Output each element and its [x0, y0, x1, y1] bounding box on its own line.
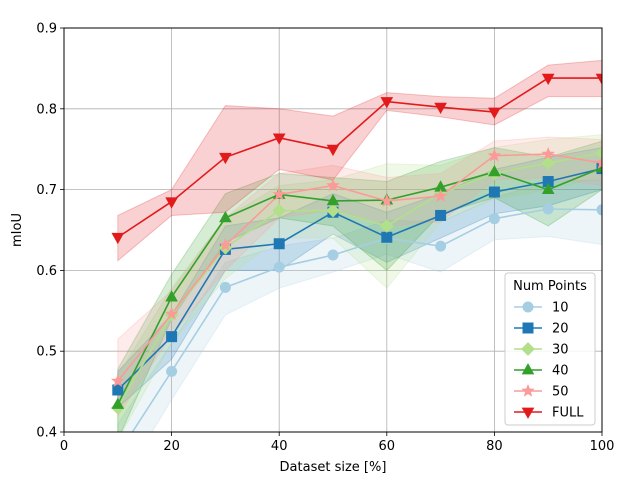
point-series-10: [435, 240, 447, 252]
x-axis-title: Dataset size [%]: [280, 460, 387, 475]
point-series-FULL: [165, 197, 178, 209]
x-tick-label: 100: [590, 439, 615, 454]
point-series-10: [596, 204, 602, 216]
legend-marker-10: [522, 301, 534, 313]
legend-marker-40: [521, 363, 535, 375]
y-tick-label: 0.4: [36, 426, 57, 441]
point-series-FULL: [326, 144, 340, 157]
point-series-40: [165, 290, 178, 302]
point-series-FULL: [434, 102, 447, 115]
legend-label-40: 40: [552, 364, 569, 379]
point-series-10: [542, 203, 554, 215]
point-series-40: [111, 397, 125, 409]
point-series-50: [595, 155, 602, 169]
legend-label-50: 50: [552, 385, 569, 400]
line-series-30: [117, 152, 602, 409]
band-series-50: [117, 136, 602, 418]
point-series-50: [272, 187, 286, 201]
y-tick-label: 0.6: [36, 264, 57, 279]
band-series-40: [117, 140, 602, 432]
line-series-50: [117, 153, 602, 382]
point-series-30: [541, 156, 556, 170]
y-tick-label: 0.9: [36, 22, 57, 37]
legend-title: Num Points: [513, 279, 587, 294]
x-tick-label: 20: [163, 439, 180, 454]
point-series-20: [381, 231, 393, 243]
point-series-FULL: [488, 107, 501, 119]
point-series-FULL: [595, 73, 602, 85]
point-series-40: [326, 194, 340, 206]
point-series-40: [541, 182, 555, 194]
legend-marker-50: [521, 383, 535, 397]
point-series-50: [164, 306, 179, 320]
legend: Num Points 10 20 30 40 50 FULL: [504, 272, 596, 426]
point-series-30: [326, 203, 340, 218]
point-series-50: [326, 178, 340, 192]
legend-label-20: 20: [552, 322, 569, 337]
point-series-40: [434, 180, 447, 192]
point-series-30: [595, 146, 602, 161]
point-series-50: [433, 188, 448, 202]
point-series-50: [111, 373, 125, 387]
point-series-40: [488, 164, 501, 177]
point-series-40: [219, 211, 232, 223]
y-axis-title: mIoU: [10, 213, 25, 247]
point-series-20: [273, 238, 285, 250]
legend-label-FULL: FULL: [552, 406, 584, 421]
point-series-30: [379, 219, 394, 233]
axis-ticks: 0 20 40 60 80 100 0.4 0.5 0.6 0.7 0.8 0.9: [36, 22, 614, 455]
line-series-FULL: [117, 77, 602, 238]
band-series-10: [117, 179, 602, 432]
point-series-10: [488, 213, 500, 225]
point-series-10: [273, 261, 285, 273]
point-series-50: [380, 193, 394, 207]
y-tick-label: 0.5: [36, 345, 57, 360]
plot-frame: [63, 27, 603, 433]
point-series-10: [219, 281, 231, 293]
point-series-10: [112, 449, 123, 460]
legend-marker-30: [521, 342, 535, 356]
legend-label-30: 30: [552, 343, 569, 358]
point-series-FULL: [541, 73, 555, 85]
point-series-10: [166, 365, 178, 377]
line-series-40: [117, 167, 602, 405]
legend-label-10: 10: [552, 301, 569, 316]
series-lines: [117, 77, 602, 432]
point-series-20: [488, 186, 500, 198]
point-series-50: [541, 146, 555, 160]
legend-marker-20: [522, 322, 534, 334]
point-series-20: [166, 331, 178, 343]
legend-marker-FULL: [521, 407, 535, 419]
point-series-20: [112, 384, 124, 396]
point-series-FULL: [380, 97, 394, 109]
point-series-10: [327, 249, 339, 261]
x-tick-label: 80: [486, 439, 503, 454]
point-series-FULL: [219, 152, 232, 165]
band-series-20: [117, 147, 602, 409]
point-series-FULL: [111, 232, 125, 245]
x-tick-label: 60: [379, 439, 396, 454]
point-series-20: [542, 176, 554, 188]
point-series-50: [218, 238, 233, 252]
line-series-20: [117, 167, 602, 391]
y-tick-label: 0.7: [36, 183, 57, 198]
point-series-20: [435, 209, 447, 221]
x-tick-label: 0: [60, 439, 68, 454]
series-markers: [110, 73, 602, 460]
point-series-FULL: [272, 133, 286, 145]
y-tick-label: 0.8: [36, 102, 57, 117]
x-tick-label: 40: [271, 439, 288, 454]
point-series-30: [272, 203, 287, 218]
grid: [63, 27, 603, 433]
point-series-50: [487, 148, 502, 162]
line-series-10: [131, 208, 602, 432]
